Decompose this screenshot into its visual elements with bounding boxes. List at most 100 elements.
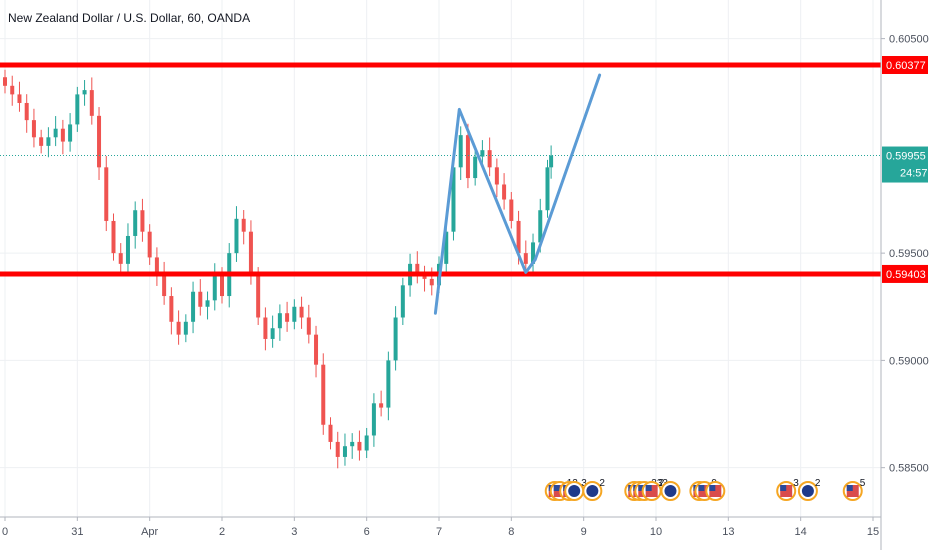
economic-events[interactable]: 123233329325 xyxy=(544,478,866,501)
event-count-label: 3 xyxy=(581,478,587,489)
time-tick-label: 31 xyxy=(71,526,83,538)
candle-body xyxy=(111,220,116,254)
time-tick-label: 14 xyxy=(795,526,807,538)
candle-body xyxy=(379,403,384,408)
candle-body xyxy=(531,242,536,264)
candle-body xyxy=(429,278,434,286)
candle-body xyxy=(321,364,326,425)
us-flag-canton xyxy=(709,485,716,491)
candle-body xyxy=(386,360,391,408)
nz-flag-icon xyxy=(664,485,677,497)
candle-body xyxy=(263,317,268,339)
candle-body xyxy=(248,231,253,275)
candle-body xyxy=(538,210,543,243)
event-marker[interactable] xyxy=(705,481,726,501)
candle-body xyxy=(191,291,196,322)
candle-body xyxy=(545,167,550,211)
chart-title: New Zealand Dollar / U.S. Dollar, 60, OA… xyxy=(8,11,251,25)
us-flag-canton xyxy=(645,485,652,491)
candle-body xyxy=(549,155,554,168)
candle-body xyxy=(125,235,130,264)
candle-body xyxy=(60,128,65,142)
nz-flag-icon xyxy=(801,485,814,497)
candle-body xyxy=(234,218,239,254)
candle-body xyxy=(328,424,333,442)
candle-body xyxy=(75,94,80,125)
candle-body xyxy=(335,441,340,457)
time-tick-label: 15 xyxy=(867,526,879,538)
candle-body xyxy=(516,220,521,254)
event-count-label: 3 xyxy=(793,478,799,489)
candle-body xyxy=(183,321,188,335)
pattern-polyline[interactable] xyxy=(433,73,602,315)
candle-body xyxy=(342,446,347,457)
price-tick-label: 0.59000 xyxy=(889,355,929,367)
level-price-badge[interactable] xyxy=(882,264,928,283)
candle-body xyxy=(480,150,485,157)
candle-body xyxy=(502,184,507,200)
pattern-drawing[interactable] xyxy=(433,73,602,315)
candle-body xyxy=(306,317,311,335)
candle-body xyxy=(17,94,22,103)
price-tick-label: 0.58500 xyxy=(889,463,929,475)
current-price-label: 0.59955 xyxy=(886,151,926,163)
candle-body xyxy=(465,135,470,179)
candle-body xyxy=(24,102,29,121)
price-axis[interactable]: 0.60500 0.59500 0.59000 0.58500 0.60377 0.594… xyxy=(881,34,929,475)
event-marker[interactable] xyxy=(660,481,681,501)
candle-body xyxy=(444,231,449,264)
candle-body xyxy=(68,124,73,142)
price-tick-label: 0.60500 xyxy=(889,34,929,46)
candle-countdown: 24:57 xyxy=(900,168,928,180)
us-flag-canton xyxy=(553,485,560,491)
candle-body xyxy=(176,321,181,335)
event-marker[interactable]: 2 xyxy=(582,478,605,501)
event-marker[interactable]: 5 xyxy=(842,478,866,501)
candle-body xyxy=(285,313,290,322)
candle-body xyxy=(39,137,44,146)
event-marker[interactable]: 3 xyxy=(559,478,587,501)
candle-body xyxy=(415,263,420,275)
level-price-label: 0.60377 xyxy=(886,60,926,72)
us-flag-canton xyxy=(780,485,787,491)
nz-flag-icon xyxy=(568,485,581,497)
candle-body xyxy=(494,167,499,185)
event-count-label: 5 xyxy=(860,478,866,489)
us-flag-canton xyxy=(638,485,645,491)
current-price-badge[interactable] xyxy=(882,146,928,183)
candle-body xyxy=(314,334,319,365)
candle-body xyxy=(46,137,51,146)
event-marker[interactable]: 2 xyxy=(797,478,821,501)
event-count-label: 2 xyxy=(815,478,821,489)
candle-body xyxy=(364,435,369,451)
nz-flag-icon xyxy=(586,485,599,497)
level-price-label: 0.59403 xyxy=(886,269,926,281)
event-marker[interactable]: 3 xyxy=(776,478,799,501)
us-flag-canton xyxy=(846,485,853,491)
time-tick-label: 7 xyxy=(436,526,442,538)
candle-body xyxy=(169,296,174,322)
candle-body xyxy=(3,77,7,86)
time-tick-label: 0 xyxy=(2,526,8,538)
candle-body xyxy=(104,167,109,221)
level-price-badge[interactable] xyxy=(882,56,928,75)
candle-body xyxy=(205,300,210,307)
candle-body xyxy=(422,274,427,279)
candle-body xyxy=(154,257,159,275)
candle-body xyxy=(292,306,297,322)
candle-body xyxy=(31,120,36,138)
candle-body xyxy=(97,115,102,168)
candle-body xyxy=(400,285,405,318)
candle-body xyxy=(393,317,398,361)
candle-body xyxy=(162,274,167,297)
event-count-label: 2 xyxy=(659,478,665,489)
time-axis[interactable]: 0 31 Apr 2 3 6 7 8 9 10 13 14 15 xyxy=(2,517,879,538)
candle-body xyxy=(256,274,261,318)
candle-body xyxy=(357,441,362,451)
candle-body xyxy=(451,167,456,232)
event-count-label: 2 xyxy=(599,478,605,489)
candle-body xyxy=(212,274,217,301)
candle-body xyxy=(140,210,145,232)
candle-body xyxy=(220,274,224,297)
